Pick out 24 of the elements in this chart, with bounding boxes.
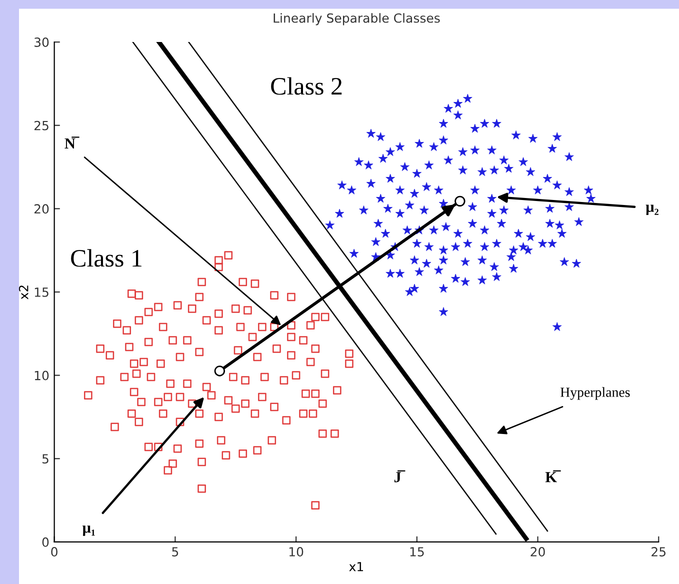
x-tick-label: 25 xyxy=(652,547,666,556)
y-tick-label: 20 xyxy=(34,204,49,214)
annotation: K̅ xyxy=(545,470,561,482)
annotation: Class 1 xyxy=(71,249,142,267)
x-axis-title: x1 xyxy=(349,562,363,572)
y-tick-label: 10 xyxy=(34,370,49,380)
annotation: Hyperplanes xyxy=(560,387,630,400)
y-tick-label: 5 xyxy=(42,454,48,464)
x-tick-label: 5 xyxy=(172,547,178,556)
x-tick-label: 20 xyxy=(530,547,545,556)
chart-title: Linearly Separable Classes xyxy=(274,13,440,26)
annotation: J̅ xyxy=(394,470,406,482)
y-tick-label: 15 xyxy=(34,288,48,297)
annotation: Class 2 xyxy=(271,77,342,95)
x-tick-label: 15 xyxy=(410,547,424,556)
annotation: N̅ xyxy=(64,136,80,148)
annotation: μ₂ xyxy=(646,204,658,216)
y-tick-label: 0 xyxy=(42,537,49,547)
y-axis-title: x2 xyxy=(18,286,28,300)
x-tick-label: 0 xyxy=(51,547,58,556)
y-tick-label: 25 xyxy=(34,120,48,130)
y-tick-label: 30 xyxy=(34,38,49,47)
annotation: μ₁ xyxy=(82,526,95,536)
x-tick-label: 10 xyxy=(289,547,304,556)
